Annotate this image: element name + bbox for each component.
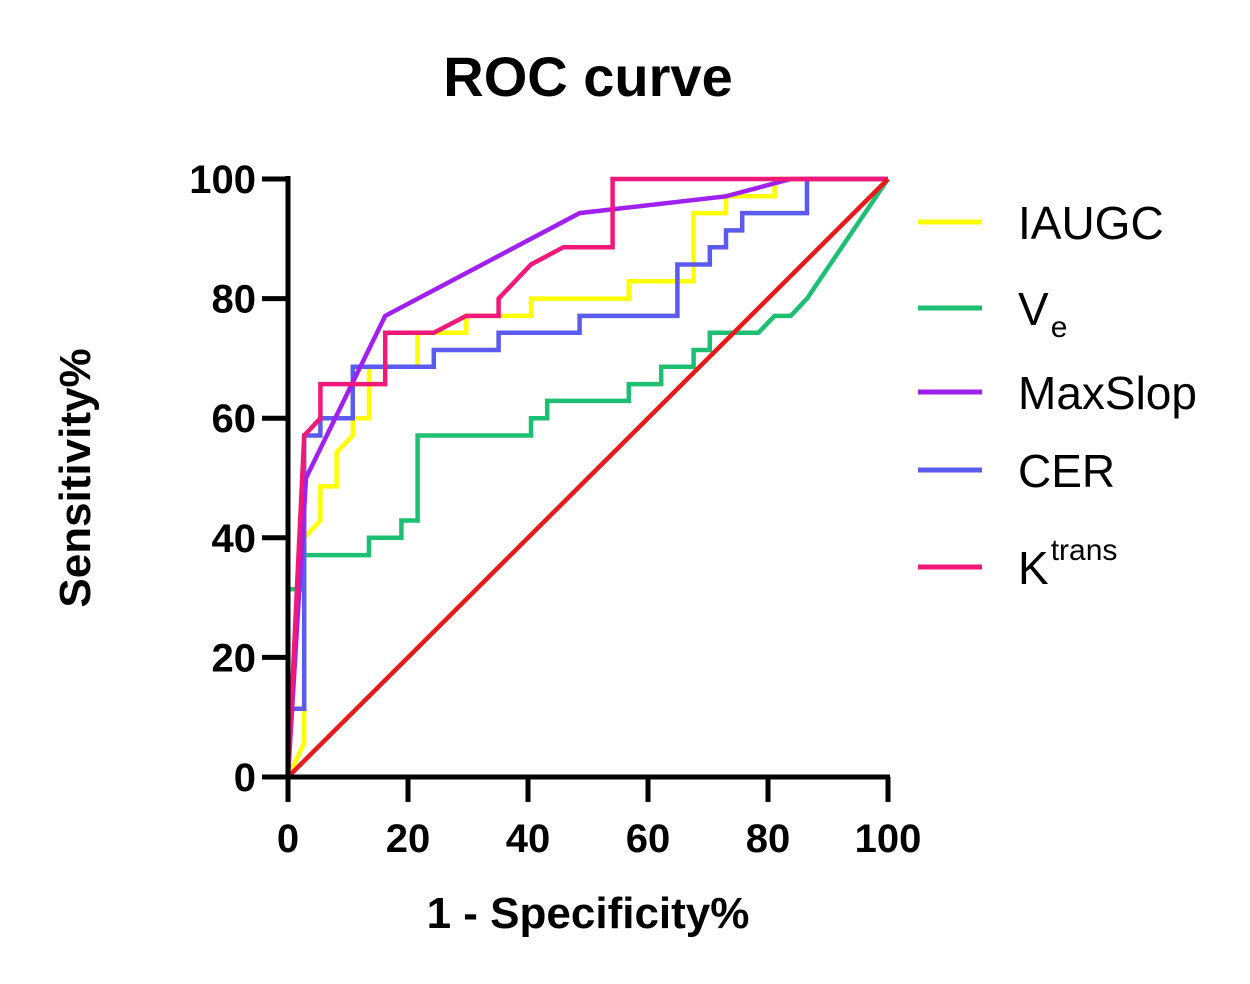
x-axis-title: 1 - Specificity% bbox=[427, 889, 750, 938]
y-axis-ticks: 0 20 40 60 80 100 bbox=[189, 158, 288, 800]
x-tick-label: 60 bbox=[626, 817, 671, 861]
x-tick-label: 0 bbox=[277, 817, 299, 861]
legend-label-cer: CER bbox=[1018, 445, 1115, 497]
y-tick-label: 100 bbox=[189, 158, 256, 202]
series-line-iaugc bbox=[285, 176, 888, 778]
series-line-ktrans bbox=[285, 176, 888, 778]
x-tick-label: 40 bbox=[506, 817, 551, 861]
legend-label-iaugc: IAUGC bbox=[1018, 197, 1164, 249]
y-tick-label: 0 bbox=[234, 756, 256, 800]
plot-series-group bbox=[285, 176, 890, 779]
legend-label-ve: Ve bbox=[1018, 283, 1067, 344]
x-tick-label: 80 bbox=[746, 817, 791, 861]
series-line-reference bbox=[286, 177, 890, 779]
y-tick-label: 60 bbox=[212, 397, 257, 441]
chart-title: ROC curve bbox=[443, 45, 732, 108]
series-line-ve bbox=[285, 177, 890, 777]
legend-label-ktrans: Ktrans bbox=[1018, 534, 1117, 594]
legend-label-maxslop: MaxSlop bbox=[1018, 367, 1197, 419]
legend-label-script: trans bbox=[1051, 534, 1118, 567]
x-tick-label: 100 bbox=[855, 817, 922, 861]
x-tick-label: 20 bbox=[386, 817, 431, 861]
legend: IAUGC Ve MaxSlop CER Ktrans bbox=[918, 197, 1197, 594]
series-line-cer bbox=[285, 176, 888, 777]
x-axis-ticks: 0 20 40 60 80 100 bbox=[277, 777, 922, 861]
y-axis-title: Sensitivity% bbox=[51, 348, 100, 607]
y-tick-label: 20 bbox=[212, 636, 257, 680]
y-tick-label: 40 bbox=[212, 517, 257, 561]
y-tick-label: 80 bbox=[212, 278, 257, 322]
legend-label-script: e bbox=[1051, 311, 1068, 344]
